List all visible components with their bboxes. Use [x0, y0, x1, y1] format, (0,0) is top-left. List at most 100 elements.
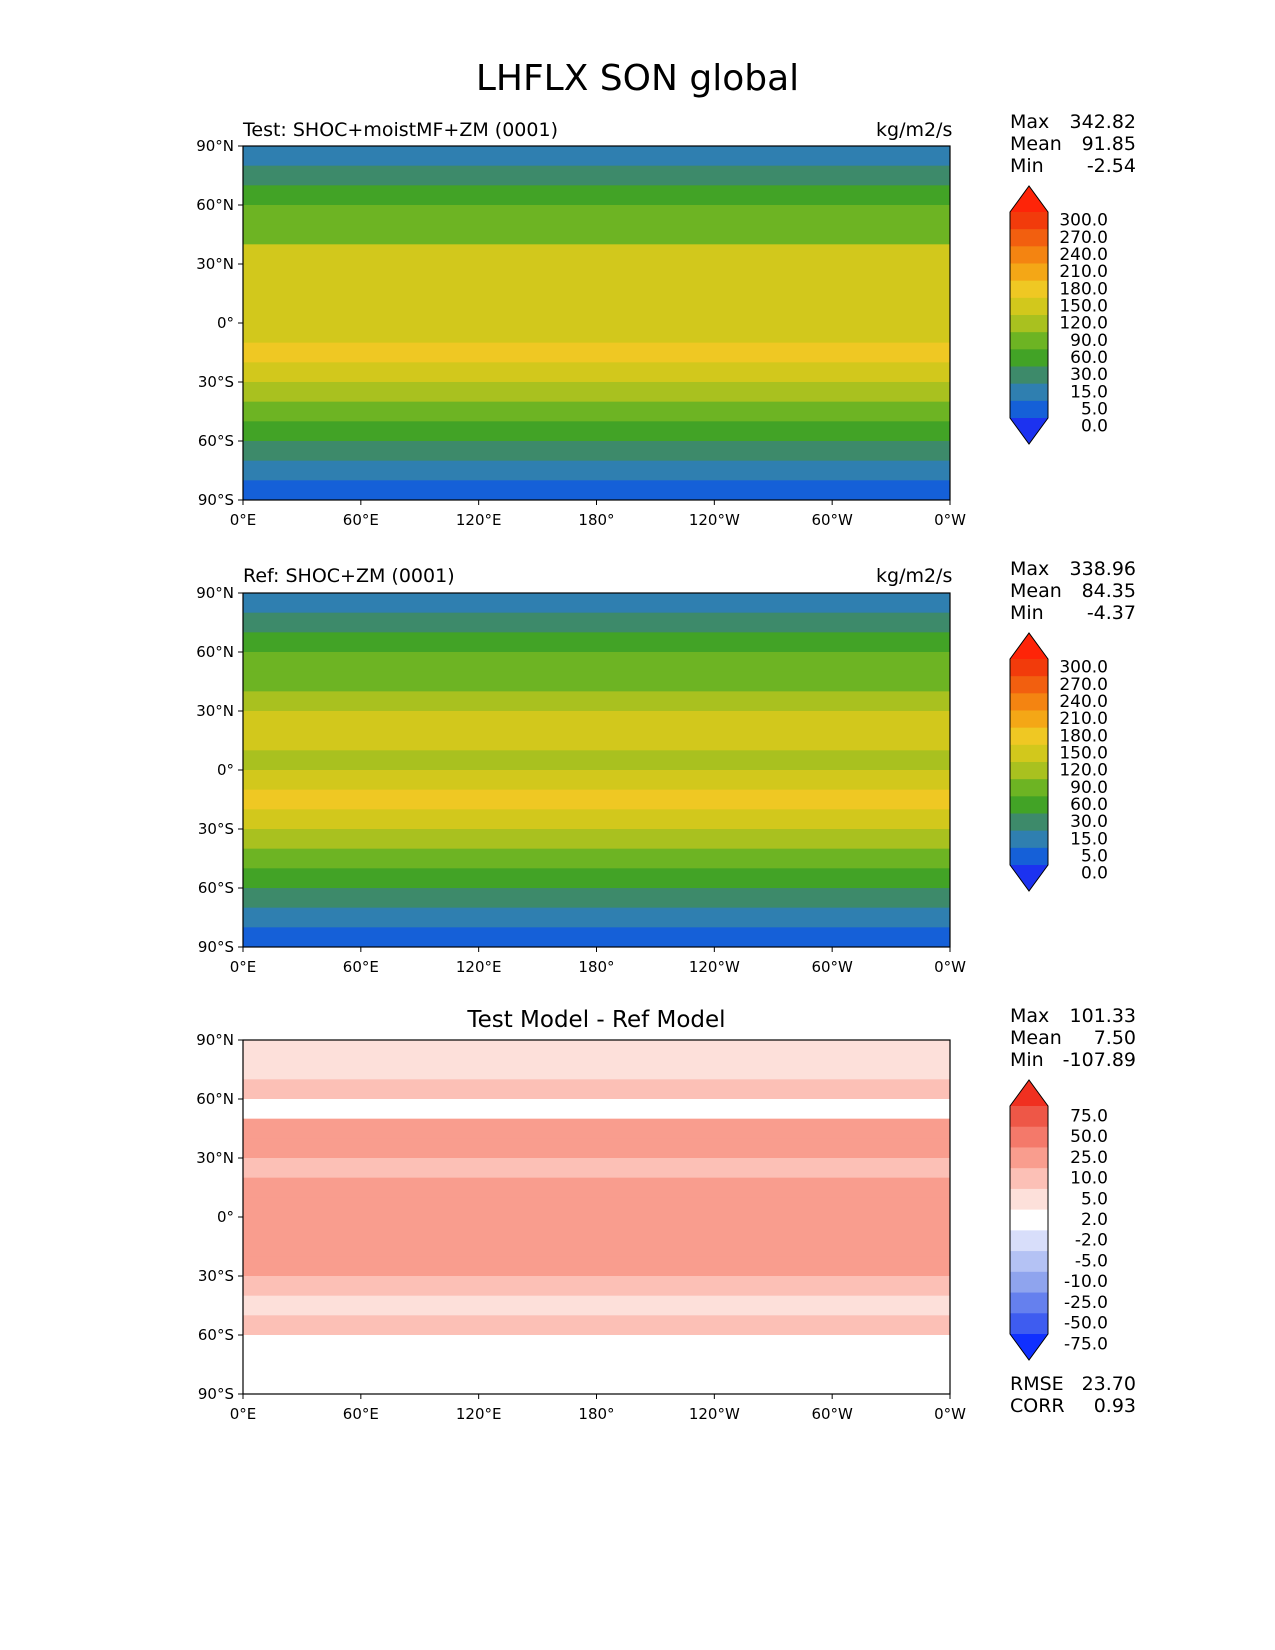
lat-tick-label: 30°S [198, 1267, 234, 1285]
stat-value: -107.89 [1062, 1049, 1136, 1071]
colorbar-segment [1010, 659, 1048, 677]
lon-tick-label: 120°E [456, 958, 502, 976]
lon-tick-label: 60°E [343, 511, 379, 529]
colorbar-label: 10.0 [1070, 1169, 1108, 1189]
colorbar-segment [1010, 332, 1048, 350]
stat-value: 101.33 [1069, 1005, 1136, 1027]
colorbar-min-extension [1010, 865, 1048, 891]
colorbar-min-extension [1010, 1334, 1048, 1360]
colorbar-segment [1010, 400, 1048, 419]
lat-tick-label: 60°S [198, 432, 234, 450]
lat-tick-label: 30°N [196, 1149, 234, 1167]
map-band [243, 460, 950, 481]
colorbar-max-extension [1010, 633, 1048, 659]
lon-tick-label: 0°E [230, 511, 257, 529]
panel3-stats: Max 101.33 Mean 7.50 Min -107.89 [1010, 1005, 1136, 1071]
lon-tick-label: 0°W [934, 958, 966, 976]
map-band [243, 1099, 950, 1120]
colorbar-segment [1010, 1168, 1048, 1190]
colorbar-label: -5.0 [1075, 1251, 1108, 1271]
panel1-units: kg/m2/s [876, 119, 953, 141]
colorbar-label: 180.0 [1059, 279, 1108, 299]
lat-tick-label: 60°N [196, 643, 234, 661]
colorbar-label: 240.0 [1059, 692, 1108, 712]
panel2-title: Ref: SHOC+ZM (0001) [243, 565, 455, 587]
map-panel-2: 90°N 60°N 30°N 0° 30°S 60°S 90°S 0°E 60°E 120°E 18… [196, 584, 966, 976]
map-band [243, 362, 950, 383]
map-band [243, 593, 950, 614]
map-band [243, 1374, 950, 1395]
lat-tick-label: 30°N [196, 255, 234, 273]
colorbar-label: 90.0 [1070, 331, 1108, 351]
colorbar-segment [1010, 1251, 1048, 1273]
colorbar-label: 0.0 [1081, 417, 1108, 437]
lat-tick-label: 90°S [198, 938, 234, 956]
panel2-stats: Max 338.96 Mean 84.35 Min -4.37 [1010, 558, 1136, 624]
colorbar-segment [1010, 796, 1048, 814]
colorbar-label: -10.0 [1064, 1272, 1108, 1292]
map-panel-3: 90°N 60°N 30°N 0° 30°S 60°S 90°S 0°E 60°E 120°E 18… [196, 1031, 966, 1423]
lon-tick-label: 180° [578, 1405, 614, 1423]
map-band [243, 1040, 950, 1061]
lon-tick-label: 60°E [343, 958, 379, 976]
colorbar-label: 60.0 [1070, 795, 1108, 815]
panel3-title: Test Model - Ref Model [467, 1007, 726, 1033]
lat-tick-label: 90°S [198, 491, 234, 509]
colorbar-label: 210.0 [1059, 709, 1108, 729]
stat-value: 84.35 [1081, 580, 1136, 602]
map-band [243, 829, 950, 850]
panel2-units: kg/m2/s [876, 565, 953, 587]
map-band [243, 612, 950, 633]
colorbar-min-extension [1010, 418, 1048, 444]
map-band [243, 224, 950, 245]
map-band [243, 185, 950, 206]
map-band [243, 652, 950, 673]
map-band [243, 421, 950, 442]
colorbar-segment [1010, 830, 1048, 849]
colorbar-segment [1010, 727, 1048, 746]
stat-value: 0.93 [1093, 1395, 1136, 1417]
colorbar-segment [1010, 1147, 1048, 1169]
map-band [243, 165, 950, 186]
map-band [243, 868, 950, 889]
colorbar-2: 300.0270.0240.0210.0180.0150.0120.090.06… [1009, 632, 1108, 892]
lon-tick-label: 60°W [811, 511, 853, 529]
lat-tick-label: 90°S [198, 1385, 234, 1403]
colorbar-segment [1010, 315, 1048, 333]
colorbar-1: 300.0270.0240.0210.0180.0150.0120.090.06… [1009, 185, 1108, 445]
map-band [243, 244, 950, 265]
map-band [243, 1217, 950, 1238]
map-band [243, 809, 950, 830]
map-band [243, 401, 950, 422]
map-band [243, 264, 950, 285]
lon-tick-label: 60°W [811, 1405, 853, 1423]
map-band [243, 671, 950, 692]
colorbar-segment [1010, 693, 1048, 711]
panel1-stats: Max 342.82 Mean 91.85 Min -2.54 [1010, 111, 1136, 177]
colorbar-segment [1010, 744, 1048, 763]
stat-label: Max [1010, 1005, 1050, 1027]
lon-tick-label: 0°W [934, 1405, 966, 1423]
map-band [243, 632, 950, 653]
lon-tick-label: 180° [578, 958, 614, 976]
figure-title: LHFLX SON global [475, 58, 800, 99]
colorbar-segment [1010, 813, 1048, 832]
colorbar-label: 50.0 [1070, 1127, 1108, 1147]
lon-tick-label: 60°E [343, 1405, 379, 1423]
map-band [243, 1197, 950, 1218]
colorbar-max-extension [1010, 1080, 1048, 1106]
map-band [243, 323, 950, 344]
map-band [243, 303, 950, 324]
stat-value: 7.50 [1093, 1027, 1136, 1049]
map-band [243, 691, 950, 712]
map-band [243, 1079, 950, 1100]
colorbar-outline [1009, 185, 1049, 445]
panel3-skill-stats: RMSE 23.70 CORR 0.93 [1010, 1373, 1136, 1417]
map-band [243, 1335, 950, 1356]
map-band [243, 730, 950, 751]
map-band [243, 382, 950, 403]
lon-tick-label: 120°W [689, 958, 740, 976]
colorbar-segment [1010, 1209, 1048, 1231]
stat-label: Mean [1010, 133, 1062, 155]
colorbar-outline [1009, 632, 1049, 892]
